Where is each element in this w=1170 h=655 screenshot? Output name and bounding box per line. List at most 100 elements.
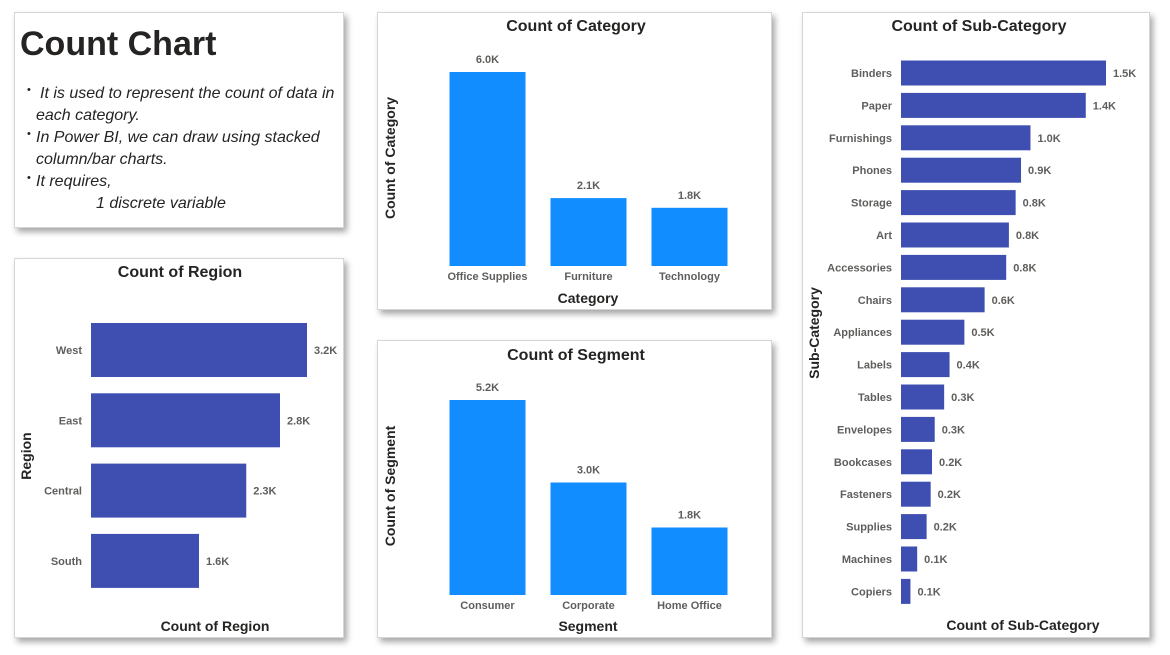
- y-tick-label: Furnishings: [829, 133, 892, 145]
- bar-office-supplies[interactable]: [449, 72, 526, 266]
- intro-bullets: It is used to represent the count of dat…: [27, 79, 337, 215]
- category-chart: Count of Category Count of Category Cate…: [382, 18, 728, 306]
- bar-paper[interactable]: [901, 92, 1086, 118]
- bullet-text: It requires,: [36, 173, 112, 190]
- bar-technology[interactable]: [651, 207, 728, 266]
- y-tick-label: Labels: [857, 360, 892, 372]
- data-label: 1.8K: [678, 190, 701, 202]
- data-label: 0.4K: [957, 360, 980, 372]
- data-label: 0.1K: [917, 586, 940, 598]
- y-tick-label: Storage: [851, 198, 892, 210]
- y-tick-label: Envelopes: [837, 424, 892, 436]
- y-tick-label: Phones: [852, 165, 892, 177]
- bullet-item: It is used to represent the count of dat…: [27, 79, 337, 127]
- y-tick-label: West: [56, 345, 82, 357]
- y-tick-label: South: [51, 556, 82, 568]
- bar-bookcases[interactable]: [901, 449, 933, 475]
- subcategory-chart: Count of Sub-Category Sub-Category Count…: [806, 18, 1136, 633]
- bar-furnishings[interactable]: [901, 125, 1031, 151]
- bar-west[interactable]: [91, 323, 307, 377]
- data-label: 2.3K: [253, 486, 276, 498]
- data-label: 6.0K: [476, 54, 499, 66]
- subcategory-chart-card: Count of Sub-Category Sub-Category Count…: [802, 12, 1150, 638]
- bar-binders[interactable]: [901, 60, 1106, 86]
- chart-title: Count of Segment: [507, 347, 645, 364]
- data-label: 0.2K: [934, 522, 957, 534]
- bullet-item: In Power BI, we can draw using stacked c…: [27, 123, 337, 171]
- x-axis-label: Segment: [558, 618, 617, 634]
- chart-title: Count of Region: [118, 264, 242, 281]
- bar-supplies[interactable]: [901, 514, 927, 540]
- y-axis-label: Sub-Category: [806, 287, 822, 379]
- data-label: 0.1K: [924, 554, 947, 566]
- data-label: 1.8K: [678, 510, 701, 522]
- y-axis-label: Count of Category: [382, 97, 398, 219]
- y-tick-label: East: [59, 415, 83, 427]
- bar-accessories[interactable]: [901, 254, 1007, 280]
- y-tick-label: Art: [876, 230, 892, 242]
- region-chart-card: Count of Region Region Count of Region W…: [14, 258, 344, 638]
- y-tick-label: Accessories: [827, 262, 892, 274]
- data-label: 2.1K: [577, 180, 600, 192]
- bar-central[interactable]: [91, 463, 247, 518]
- x-tick-label: Consumer: [460, 600, 515, 612]
- bar-home-office[interactable]: [651, 527, 728, 596]
- data-label: 1.6K: [206, 556, 229, 568]
- data-label: 1.0K: [1037, 133, 1060, 145]
- data-label: 5.2K: [476, 382, 499, 394]
- bar-fasteners[interactable]: [901, 481, 931, 507]
- region-chart: Count of Region Region Count of Region W…: [18, 264, 337, 634]
- bar-appliances[interactable]: [901, 319, 965, 345]
- y-tick-label: Supplies: [846, 522, 892, 534]
- bar-tables[interactable]: [901, 384, 945, 410]
- y-axis-label: Region: [18, 432, 34, 479]
- data-label: 0.8K: [1016, 230, 1039, 242]
- y-tick-label: Tables: [858, 392, 892, 404]
- y-tick-label: Chairs: [858, 295, 892, 307]
- bullet-item: It requires, 1 discrete variable: [27, 167, 337, 215]
- bar-furniture[interactable]: [550, 198, 627, 266]
- bar-envelopes[interactable]: [901, 416, 935, 442]
- data-label: 0.9K: [1028, 165, 1051, 177]
- data-label: 0.5K: [971, 327, 994, 339]
- category-chart-card: Count of Category Count of Category Cate…: [377, 12, 772, 310]
- page-title: Count Chart: [20, 25, 217, 63]
- data-label: 0.3K: [942, 424, 965, 436]
- bar-corporate[interactable]: [550, 482, 627, 596]
- y-tick-label: Copiers: [851, 586, 892, 598]
- chart-title: Count of Sub-Category: [891, 18, 1066, 35]
- bar-chairs[interactable]: [901, 287, 985, 313]
- bar-labels[interactable]: [901, 352, 950, 378]
- data-label: 1.5K: [1113, 68, 1136, 80]
- y-tick-label: Binders: [851, 68, 892, 80]
- bar-storage[interactable]: [901, 190, 1016, 216]
- segment-chart-card: Count of Segment Count of Segment Segmen…: [377, 340, 772, 638]
- bar-consumer[interactable]: [449, 400, 526, 595]
- y-tick-label: Central: [44, 486, 82, 498]
- bar-copiers[interactable]: [901, 578, 911, 604]
- data-label: 3.2K: [314, 345, 337, 357]
- y-tick-label: Machines: [842, 554, 892, 566]
- bullet-text: It is used to represent the count of dat…: [36, 85, 335, 124]
- bar-south[interactable]: [91, 533, 199, 588]
- y-tick-label: Fasteners: [840, 489, 892, 501]
- y-tick-label: Appliances: [833, 327, 892, 339]
- bullet-text: In Power BI, we can draw using stacked c…: [36, 129, 320, 168]
- x-tick-label: Corporate: [562, 600, 615, 612]
- bar-east[interactable]: [91, 393, 280, 448]
- bar-phones[interactable]: [901, 157, 1022, 183]
- y-tick-label: Paper: [861, 100, 892, 112]
- data-label: 0.3K: [951, 392, 974, 404]
- bar-machines[interactable]: [901, 546, 918, 572]
- data-label: 0.6K: [992, 295, 1015, 307]
- data-label: 0.2K: [939, 457, 962, 469]
- x-axis-label: Count of Region: [161, 618, 270, 634]
- intro-card: Count Chart It is used to represent the …: [14, 12, 344, 228]
- bar-art[interactable]: [901, 222, 1009, 248]
- data-label: 0.8K: [1023, 198, 1046, 210]
- data-label: 0.8K: [1013, 262, 1036, 274]
- y-axis-label: Count of Segment: [382, 425, 398, 546]
- x-tick-label: Home Office: [657, 600, 722, 612]
- data-label: 3.0K: [577, 465, 600, 477]
- x-tick-label: Office Supplies: [447, 271, 527, 283]
